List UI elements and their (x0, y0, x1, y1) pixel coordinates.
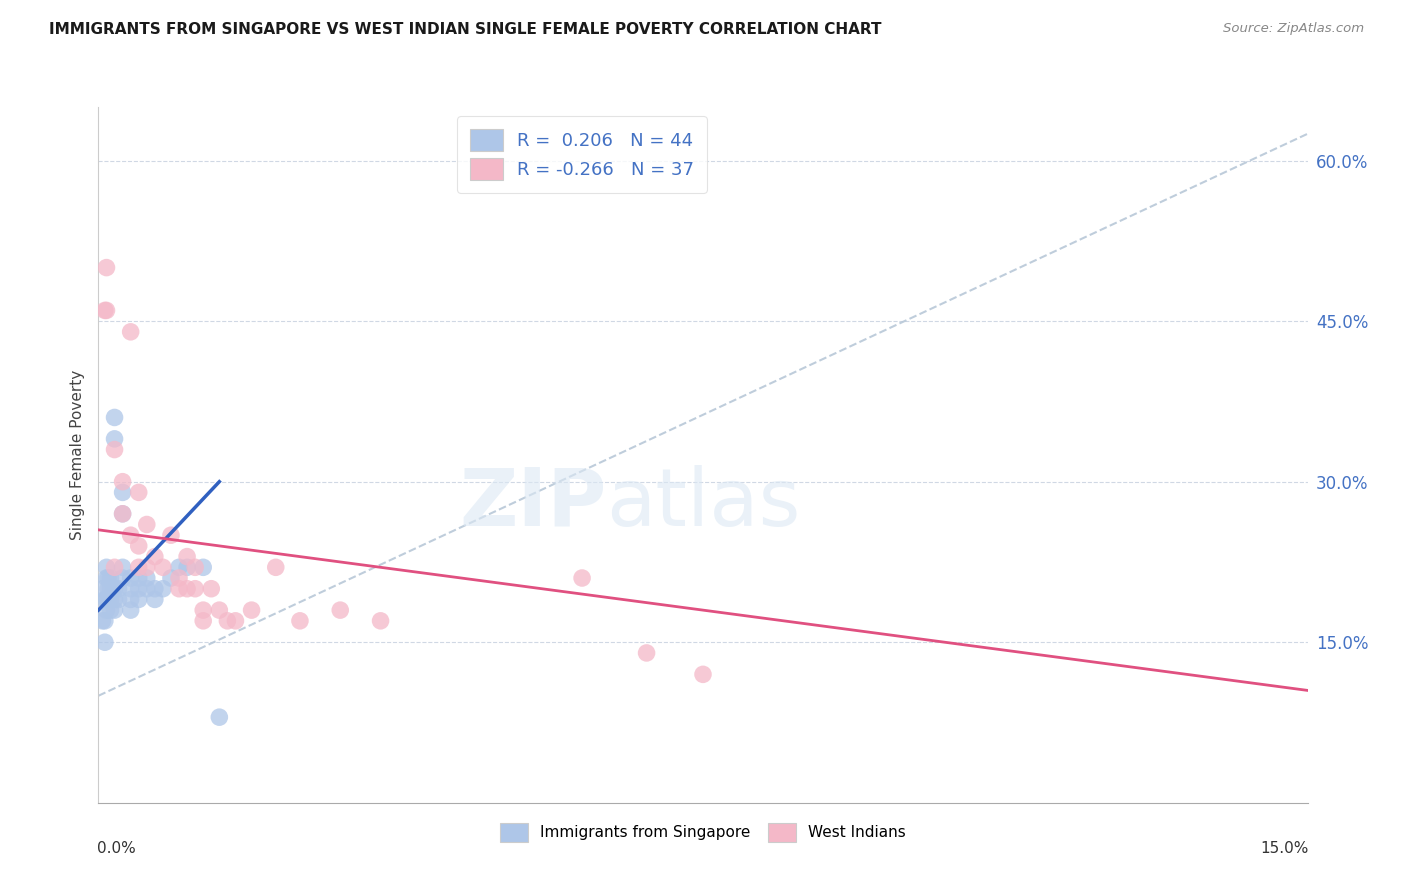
Point (94, 635, 117, 649)
Point (143, 582, 166, 596)
Point (120, 325, 142, 339)
Point (135, 582, 157, 596)
Point (135, 560, 157, 574)
Point (94, 303, 117, 318)
Point (167, 560, 190, 574)
Point (100, 582, 122, 596)
Point (176, 560, 198, 574)
Point (208, 603, 231, 617)
Point (94, 614, 117, 628)
Legend: Immigrants from Singapore, West Indians: Immigrants from Singapore, West Indians (491, 814, 915, 851)
Point (176, 582, 198, 596)
Point (329, 603, 352, 617)
Point (240, 603, 263, 617)
Point (135, 571, 157, 585)
Point (91, 582, 114, 596)
Point (100, 571, 122, 585)
Point (120, 603, 142, 617)
Y-axis label: Single Female Poverty: Single Female Poverty (69, 370, 84, 540)
Text: IMMIGRANTS FROM SINGAPORE VS WEST INDIAN SINGLE FEMALE POVERTY CORRELATION CHART: IMMIGRANTS FROM SINGAPORE VS WEST INDIAN… (49, 22, 882, 37)
Point (152, 560, 174, 574)
Point (135, 517, 157, 532)
Point (96, 560, 118, 574)
Point (120, 592, 142, 607)
Point (193, 614, 215, 628)
Point (167, 582, 190, 596)
Point (120, 571, 142, 585)
Point (692, 667, 714, 681)
Point (193, 603, 215, 617)
Point (103, 592, 125, 607)
Point (128, 582, 150, 596)
Point (128, 592, 150, 607)
Point (128, 539, 150, 553)
Point (160, 571, 183, 585)
Point (103, 442, 125, 457)
Point (176, 549, 198, 564)
Point (193, 560, 215, 574)
Point (571, 571, 593, 585)
Point (224, 614, 246, 628)
Point (103, 410, 125, 425)
Point (97, 582, 120, 596)
Point (103, 432, 125, 446)
Point (111, 507, 134, 521)
Point (96, 571, 118, 585)
Point (370, 614, 392, 628)
Point (96, 303, 118, 318)
Point (128, 485, 150, 500)
Text: 0.0%: 0.0% (97, 841, 136, 856)
Point (636, 646, 658, 660)
Point (184, 582, 207, 596)
Point (264, 560, 287, 574)
Point (128, 571, 150, 585)
Point (103, 582, 125, 596)
Point (120, 582, 142, 596)
Point (120, 528, 142, 542)
Point (128, 560, 150, 574)
Text: Source: ZipAtlas.com: Source: ZipAtlas.com (1223, 22, 1364, 36)
Point (111, 475, 134, 489)
Point (96, 592, 118, 607)
Point (97, 571, 120, 585)
Point (94, 592, 117, 607)
Point (152, 582, 174, 596)
Point (96, 260, 118, 275)
Text: 15.0%: 15.0% (1260, 841, 1309, 856)
Point (111, 485, 134, 500)
Point (200, 582, 222, 596)
Point (111, 571, 134, 585)
Point (217, 614, 239, 628)
Point (96, 603, 118, 617)
Point (100, 592, 122, 607)
Point (91, 614, 114, 628)
Point (100, 603, 122, 617)
Point (111, 560, 134, 574)
Point (208, 710, 231, 724)
Point (184, 560, 207, 574)
Point (143, 592, 166, 607)
Point (111, 507, 134, 521)
Point (143, 549, 166, 564)
Point (288, 614, 311, 628)
Point (160, 528, 183, 542)
Text: atlas: atlas (606, 465, 800, 542)
Point (167, 571, 190, 585)
Text: ZIP: ZIP (458, 465, 606, 542)
Point (107, 582, 129, 596)
Point (103, 560, 125, 574)
Point (107, 592, 129, 607)
Point (103, 603, 125, 617)
Point (97, 592, 120, 607)
